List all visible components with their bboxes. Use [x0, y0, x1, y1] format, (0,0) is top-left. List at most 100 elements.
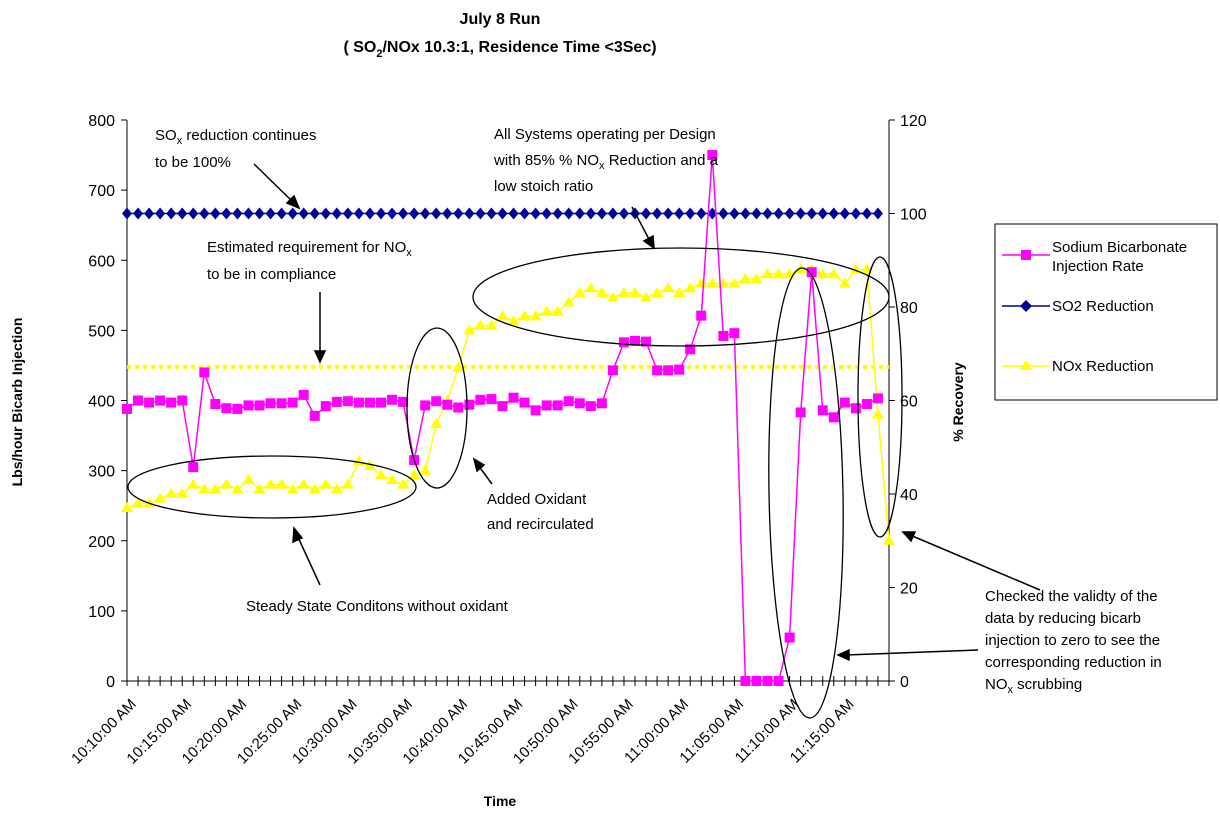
data-point: [718, 207, 729, 220]
data-point: [398, 396, 409, 407]
data-point: [574, 207, 585, 220]
legend: Sodium Bicarbonate Injection Rate SO2 Red…: [994, 223, 1218, 401]
data-point: [177, 207, 188, 220]
data-point: [685, 344, 696, 355]
data-point: [596, 398, 607, 409]
data-point: [838, 277, 851, 288]
data-point: [243, 400, 254, 411]
data-point: [408, 469, 421, 480]
data-point: [220, 478, 233, 489]
data-point: [497, 401, 508, 412]
arrow-design: [631, 206, 651, 242]
annotation-design: All Systems operating per Design: [494, 126, 716, 143]
data-point: [795, 407, 806, 418]
data-point: [751, 207, 762, 220]
data-point: [606, 291, 619, 302]
y-left-tick-label: 600: [88, 253, 115, 270]
chart-subtitle: ( SO2/NOx 10.3:1, Residence Time <3Sec): [343, 39, 656, 60]
data-point: [828, 207, 839, 220]
data-point: [133, 207, 144, 220]
data-point: [287, 207, 298, 220]
data-point: [155, 207, 166, 220]
y-left-tick-label: 500: [88, 323, 115, 340]
data-point: [519, 207, 530, 220]
x-axis-label: Time: [484, 793, 517, 809]
data-point: [198, 483, 211, 494]
data-point: [871, 408, 884, 419]
data-point: [309, 410, 320, 421]
data-point: [376, 397, 386, 408]
data-point: [795, 207, 806, 220]
data-point: [188, 207, 199, 220]
data-point: [242, 473, 255, 484]
data-point: [276, 398, 287, 409]
data-point: [529, 310, 542, 321]
data-point: [674, 207, 685, 220]
data-point: [486, 207, 497, 220]
data-point: [641, 336, 652, 347]
data-point: [287, 397, 298, 408]
data-point: [519, 397, 530, 408]
data-point: [652, 207, 663, 220]
data-point: [585, 401, 596, 412]
y-right-tick-label: 120: [900, 113, 927, 130]
series-layer: [121, 150, 895, 686]
data-point: [486, 394, 497, 405]
data-point: [453, 207, 464, 220]
data-point: [352, 455, 365, 466]
annotation-est: Estimated requirement for NOx: [207, 239, 412, 259]
data-point: [617, 286, 630, 297]
data-point: [320, 207, 331, 220]
data-point: [464, 207, 475, 220]
data-point: [861, 399, 872, 410]
data-point: [751, 676, 762, 686]
data-point: [363, 459, 376, 470]
annotation-check-2: data by reducing bicarb: [985, 610, 1141, 627]
annotation-oxidant-2: and recirculated: [487, 516, 594, 533]
data-point: [663, 207, 674, 220]
data-point: [243, 207, 254, 220]
data-point: [187, 478, 200, 489]
series-1: [122, 207, 883, 220]
data-point: [188, 462, 199, 473]
data-point: [155, 395, 166, 406]
legend-label-so2: SO2 Reduction: [1052, 298, 1154, 315]
data-point: [264, 478, 277, 489]
steady-state-ellipse: [127, 455, 417, 519]
data-point: [850, 403, 861, 414]
data-point: [464, 399, 475, 410]
data-point: [508, 207, 519, 220]
data-point: [729, 207, 740, 220]
data-point: [154, 492, 167, 503]
data-point: [695, 277, 708, 288]
data-point: [133, 395, 144, 406]
data-point: [442, 399, 453, 410]
data-point: [817, 207, 828, 220]
annotation-sox-2: to be 100%: [155, 154, 231, 171]
data-point: [122, 207, 132, 220]
data-point: [596, 207, 607, 220]
data-point: [309, 207, 320, 220]
data-point: [839, 207, 850, 220]
data-point: [353, 397, 364, 408]
data-point: [595, 286, 608, 297]
arrow-check-1: [845, 649, 979, 656]
data-point: [540, 305, 553, 316]
arrow-design-head: [642, 234, 655, 250]
data-point: [662, 282, 675, 293]
data-point: [485, 319, 498, 330]
annotation-design-3: low stoich ratio: [494, 178, 593, 195]
data-point: [177, 395, 188, 406]
data-point: [674, 364, 685, 375]
data-point: [850, 207, 861, 220]
annotation-sox: SOx reduction continues: [155, 127, 316, 147]
annotation-check-3: injection to zero to see the: [985, 632, 1160, 649]
data-point: [750, 272, 763, 283]
data-point: [387, 207, 398, 220]
legend-box: [994, 223, 1218, 401]
data-point: [562, 296, 575, 307]
oxidant-ellipse: [406, 327, 468, 489]
data-point: [552, 400, 563, 411]
data-point: [442, 207, 453, 220]
annotation-check-5: NOx scrubbing: [985, 676, 1082, 696]
